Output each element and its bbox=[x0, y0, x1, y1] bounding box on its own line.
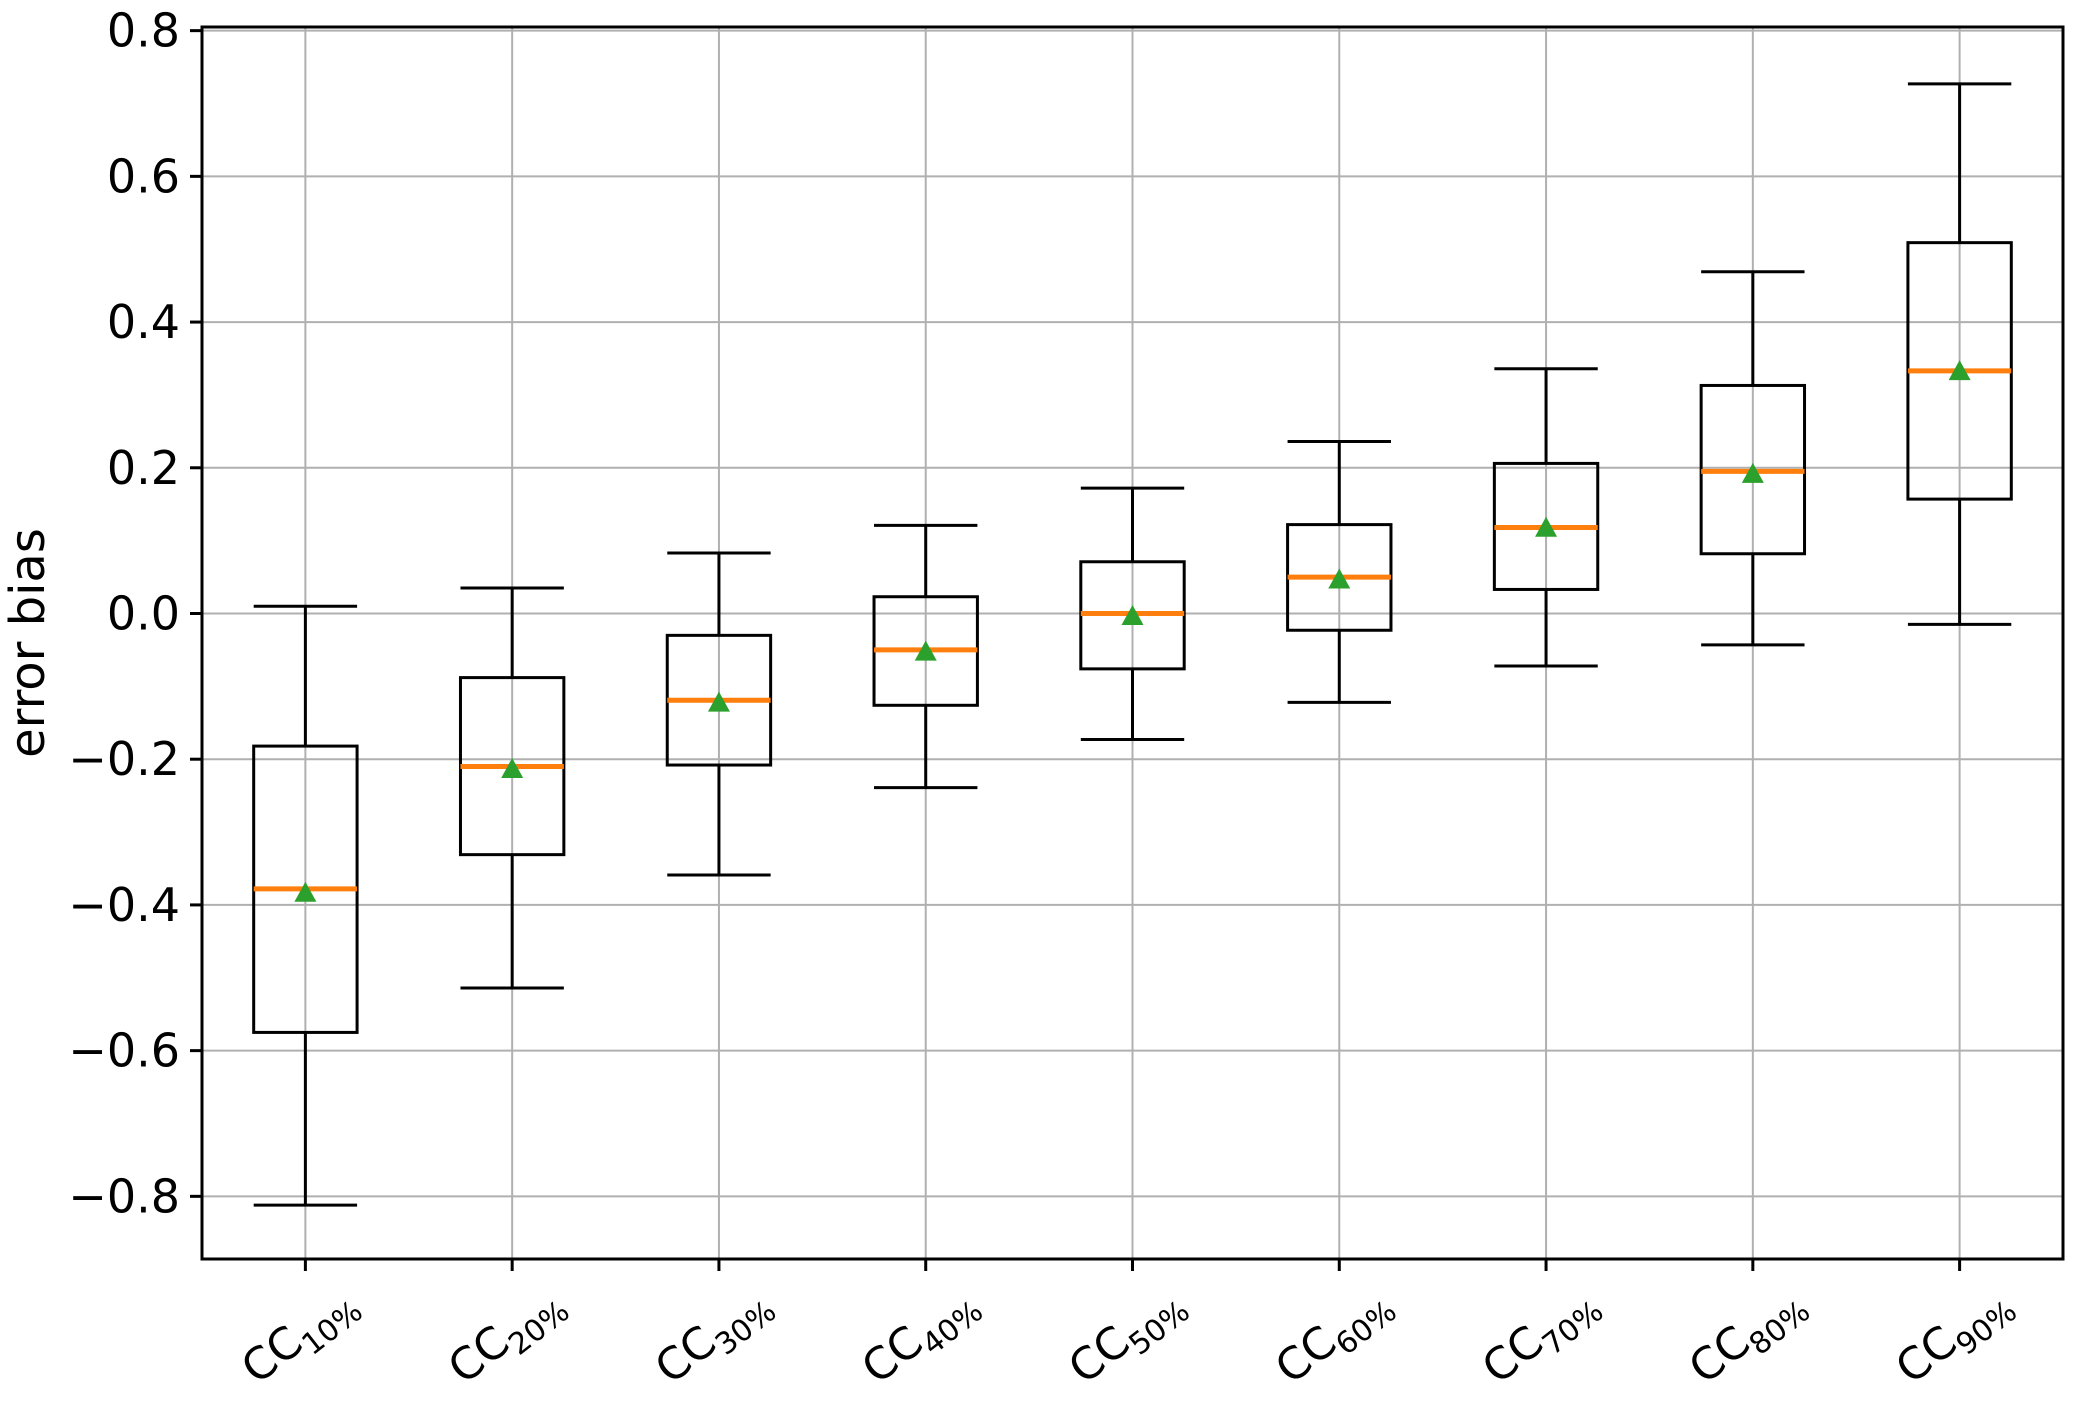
y-tick-label: −0.6 bbox=[68, 1024, 180, 1078]
axis-layer: 0.8 0.6 0.4 0.2 0.0 −0.2 −0.4 −0.6 −0.8 CC10% CC20… bbox=[68, 4, 2065, 1400]
grid-layer bbox=[202, 27, 2063, 1259]
mean-marker bbox=[1535, 516, 1558, 537]
x-tick-label: CC30% bbox=[646, 1275, 783, 1400]
x-tick-label: CC90% bbox=[1886, 1275, 2023, 1400]
y-tick-label: 0.8 bbox=[107, 4, 180, 58]
box-group-80% bbox=[1699, 270, 1807, 647]
box-group-60% bbox=[1286, 440, 1393, 704]
x-tick-label: CC50% bbox=[1059, 1275, 1196, 1400]
box-group-50% bbox=[1079, 486, 1186, 742]
x-tick-label: CC60% bbox=[1266, 1275, 1403, 1400]
x-tick-label: CC80% bbox=[1680, 1275, 1817, 1400]
box-layer bbox=[252, 82, 2013, 1207]
y-tick-label: −0.2 bbox=[68, 732, 180, 786]
mean-marker bbox=[1328, 568, 1351, 589]
y-tick-label: 0.6 bbox=[107, 149, 180, 203]
box-group-20% bbox=[458, 586, 566, 990]
box-group-10% bbox=[252, 604, 359, 1207]
box-group-30% bbox=[665, 551, 773, 877]
mean-marker bbox=[1121, 604, 1144, 625]
mean-marker bbox=[1741, 462, 1764, 483]
mean-marker bbox=[707, 691, 730, 712]
box-group-40% bbox=[872, 523, 979, 790]
y-axis-label: error bias bbox=[0, 528, 56, 758]
y-tick-label: 0.4 bbox=[107, 295, 180, 349]
y-tick-label: 0.2 bbox=[107, 441, 180, 495]
x-tick-label: CC70% bbox=[1473, 1275, 1610, 1400]
mean-marker bbox=[1948, 360, 1971, 381]
x-tick-label: CC20% bbox=[439, 1275, 576, 1400]
box-group-70% bbox=[1492, 367, 1600, 668]
box-group-90% bbox=[1906, 82, 2013, 626]
mean-marker bbox=[501, 757, 524, 778]
x-tick-label: CC10% bbox=[232, 1275, 369, 1400]
y-tick-label: −0.8 bbox=[68, 1169, 180, 1223]
x-tick-label: CC40% bbox=[853, 1275, 990, 1400]
y-tick-label: 0.0 bbox=[107, 586, 180, 640]
y-tick-label: −0.4 bbox=[68, 878, 180, 932]
mean-marker bbox=[914, 640, 937, 661]
mean-marker bbox=[294, 881, 317, 902]
